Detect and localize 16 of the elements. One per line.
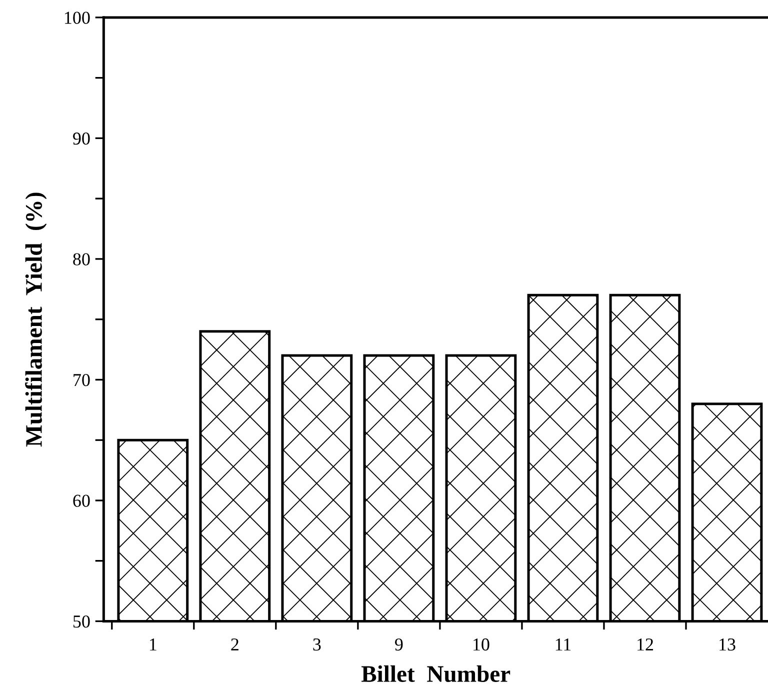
y-tick-label: 70 <box>74 374 90 386</box>
x-tick-label: 12 <box>638 638 654 650</box>
y-tick-label: 50 <box>73 615 90 628</box>
y-tick-label: 90 <box>73 132 90 145</box>
x-tick-label: 3 <box>313 638 321 651</box>
y-axis-title: Multifilament Yield (%) <box>25 192 47 447</box>
y-tick-label: 100 <box>64 12 90 24</box>
x-tick-label: 2 <box>231 638 238 650</box>
x-tick-label: 13 <box>720 638 736 651</box>
x-tick-label: 9 <box>395 638 403 651</box>
x-tick-label: 11 <box>556 638 571 650</box>
x-tick-label: 1 <box>150 638 156 650</box>
x-axis-title: Billet Number <box>361 665 510 682</box>
x-tick-label: 10 <box>474 638 490 651</box>
y-tick-label: 60 <box>73 494 90 507</box>
y-tick-label: 80 <box>73 253 90 266</box>
